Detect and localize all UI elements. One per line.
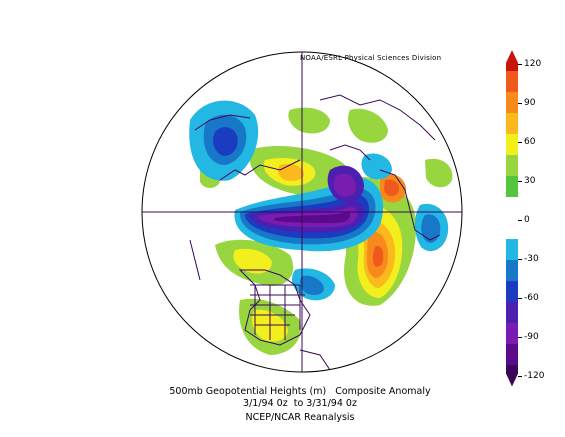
negative-anomalies	[189, 100, 449, 301]
caption-dates: 3/1/94 0z to 3/31/94 0z	[243, 398, 357, 409]
colorbar-segment	[506, 113, 518, 135]
colorbar-tick	[518, 337, 522, 338]
caption-source: NCEP/NCAR Reanalysis	[245, 412, 355, 423]
colorbar-tick-label: -90	[524, 332, 539, 342]
colorbar-segment	[506, 197, 518, 219]
caption-title: 500mb Geopotential Heights (m) Composite…	[169, 386, 431, 397]
colorbar-segment	[506, 260, 518, 282]
colorbar-tick-label: 120	[524, 59, 542, 69]
colorbar-segment	[506, 365, 518, 387]
colorbar-segment	[506, 239, 518, 261]
colorbar-tick	[518, 103, 522, 104]
colorbar-segment	[506, 134, 518, 156]
colorbar-tick	[518, 376, 522, 377]
colorbar-tick	[518, 259, 522, 260]
colorbar-tick-label: -60	[524, 293, 539, 303]
colorbar-segment	[506, 323, 518, 345]
colorbar-segment	[506, 344, 518, 366]
colorbar-tick-label: 90	[524, 98, 536, 108]
colorbar-segment	[506, 281, 518, 303]
colorbar-tick	[518, 181, 522, 182]
attribution-label: NOAA/ESRL Physical Sciences Division	[300, 54, 442, 62]
colorbar-segment	[506, 302, 518, 324]
coastlines	[189, 94, 441, 371]
colorbar-segment	[506, 92, 518, 114]
colorbar-tick-label: 30	[524, 176, 536, 186]
colorbar-tick-label: 60	[524, 137, 536, 147]
colorbar-segment	[506, 50, 518, 72]
colorbar-tick-label: 0	[524, 215, 530, 225]
colorbar-segment	[506, 155, 518, 177]
colorbar-segment	[506, 176, 518, 198]
colorbar-tick	[518, 220, 522, 221]
colorbar-tick	[518, 298, 522, 299]
colorbar-tick	[518, 64, 522, 65]
anomaly-field	[189, 94, 453, 371]
colorbar-segment	[506, 71, 518, 93]
colorbar-tick-label: -30	[524, 254, 539, 264]
colorbar-tick-label: -120	[524, 371, 545, 381]
colorbar	[506, 50, 518, 387]
colorbar-tick	[518, 142, 522, 143]
colorbar-segment	[506, 218, 518, 240]
